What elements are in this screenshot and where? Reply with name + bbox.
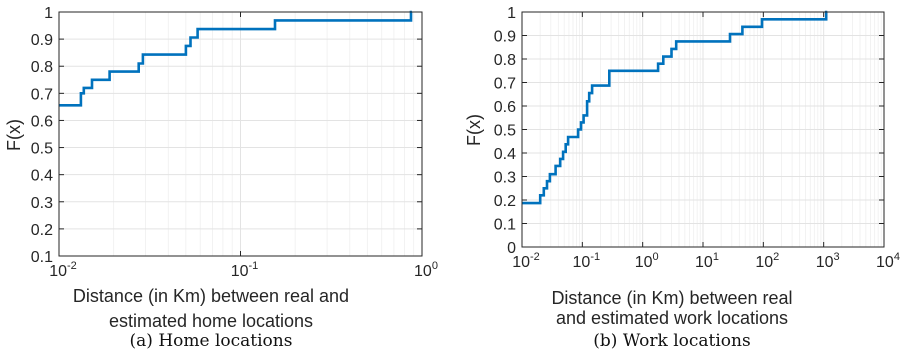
- panel-caption: (a) Home locations: [130, 331, 293, 351]
- y-tick-label: 0.4: [494, 146, 516, 163]
- x-tick-exponent: 1: [713, 251, 719, 263]
- y-tick-label: 0.5: [494, 123, 516, 140]
- x-tick-exponent: -1: [590, 251, 600, 263]
- x-tick-base: 10: [635, 254, 653, 271]
- cdf-step-line: [59, 10, 413, 107]
- x-tick-exponent: 0: [432, 260, 438, 272]
- x-tick-label: 102: [755, 251, 779, 271]
- chart-panel-b: 10-2 10-1 100 101 102 103 10400.10.20.30.40.50…: [464, 5, 900, 351]
- x-tick-label: 103: [816, 251, 840, 271]
- x-tick-label: 10-2: [49, 260, 77, 280]
- x-tick-exponent: 0: [653, 251, 659, 263]
- x-tick-label: 100: [635, 251, 659, 271]
- x-tick-exponent: 3: [834, 251, 840, 263]
- y-tick-label: 0.6: [31, 113, 53, 130]
- panel-caption: (b) Work locations: [593, 331, 750, 351]
- x-tick-base: 10: [876, 254, 894, 271]
- x-tick-base: 10: [695, 254, 713, 271]
- x-tick-base: 10: [414, 263, 432, 280]
- y-tick-label: 0.7: [494, 76, 516, 93]
- plot-frame: [58, 11, 423, 257]
- x-tick-exponent: -2: [530, 251, 540, 263]
- y-tick-label: 0.7: [31, 86, 53, 103]
- x-axis-label: Distance (in Km) between real: [551, 288, 792, 308]
- y-tick-label: 0.1: [494, 217, 516, 234]
- x-tick-label: 100: [414, 260, 438, 280]
- x-tick-label: 104: [876, 251, 900, 271]
- y-tick-label: 0.9: [31, 32, 53, 49]
- x-axis-label: Distance (in Km) between real and: [73, 286, 349, 306]
- y-tick-label: 0.8: [494, 52, 516, 69]
- x-tick-base: 10: [231, 263, 249, 280]
- y-tick-label: 0.5: [31, 141, 53, 158]
- x-tick-exponent: -2: [67, 260, 77, 272]
- x-tick-exponent: -1: [249, 260, 259, 272]
- y-axis-label: F(x): [464, 114, 484, 146]
- x-tick-base: 10: [573, 254, 591, 271]
- x-tick-label: 10-1: [231, 260, 259, 280]
- chart-panel-a: 10-2 10-1 1000.10.20.30.40.50.60.70.80.91D…: [4, 5, 438, 351]
- x-axis-label: and estimated work locations: [556, 308, 788, 328]
- x-tick-base: 10: [755, 254, 773, 271]
- x-axis-label: estimated home locations: [109, 311, 313, 331]
- x-tick-label: 10-2: [512, 251, 540, 271]
- x-tick-exponent: 2: [773, 251, 779, 263]
- y-tick-label: 0: [507, 240, 516, 257]
- y-tick-label: 0.2: [494, 193, 516, 210]
- y-tick-label: 0.8: [31, 59, 53, 76]
- cdf-step-line: [522, 10, 828, 205]
- y-tick-label: 0.6: [494, 99, 516, 116]
- x-tick-label: 101: [695, 251, 719, 271]
- y-tick-label: 0.4: [31, 168, 53, 185]
- y-tick-label: 1: [507, 5, 516, 22]
- y-tick-label: 0.1: [31, 249, 53, 266]
- x-tick-base: 10: [816, 254, 834, 271]
- x-tick-base: 10: [49, 263, 67, 280]
- y-tick-label: 0.9: [494, 29, 516, 46]
- plot-frame: [521, 11, 885, 248]
- x-tick-label: 10-1: [573, 251, 601, 271]
- y-axis-label: F(x): [4, 119, 24, 151]
- x-tick-base: 10: [512, 254, 530, 271]
- y-tick-label: 0.3: [494, 170, 516, 187]
- x-tick-exponent: 4: [894, 251, 900, 263]
- y-tick-label: 0.2: [31, 222, 53, 239]
- y-tick-label: 1: [44, 5, 53, 22]
- y-tick-label: 0.3: [31, 195, 53, 212]
